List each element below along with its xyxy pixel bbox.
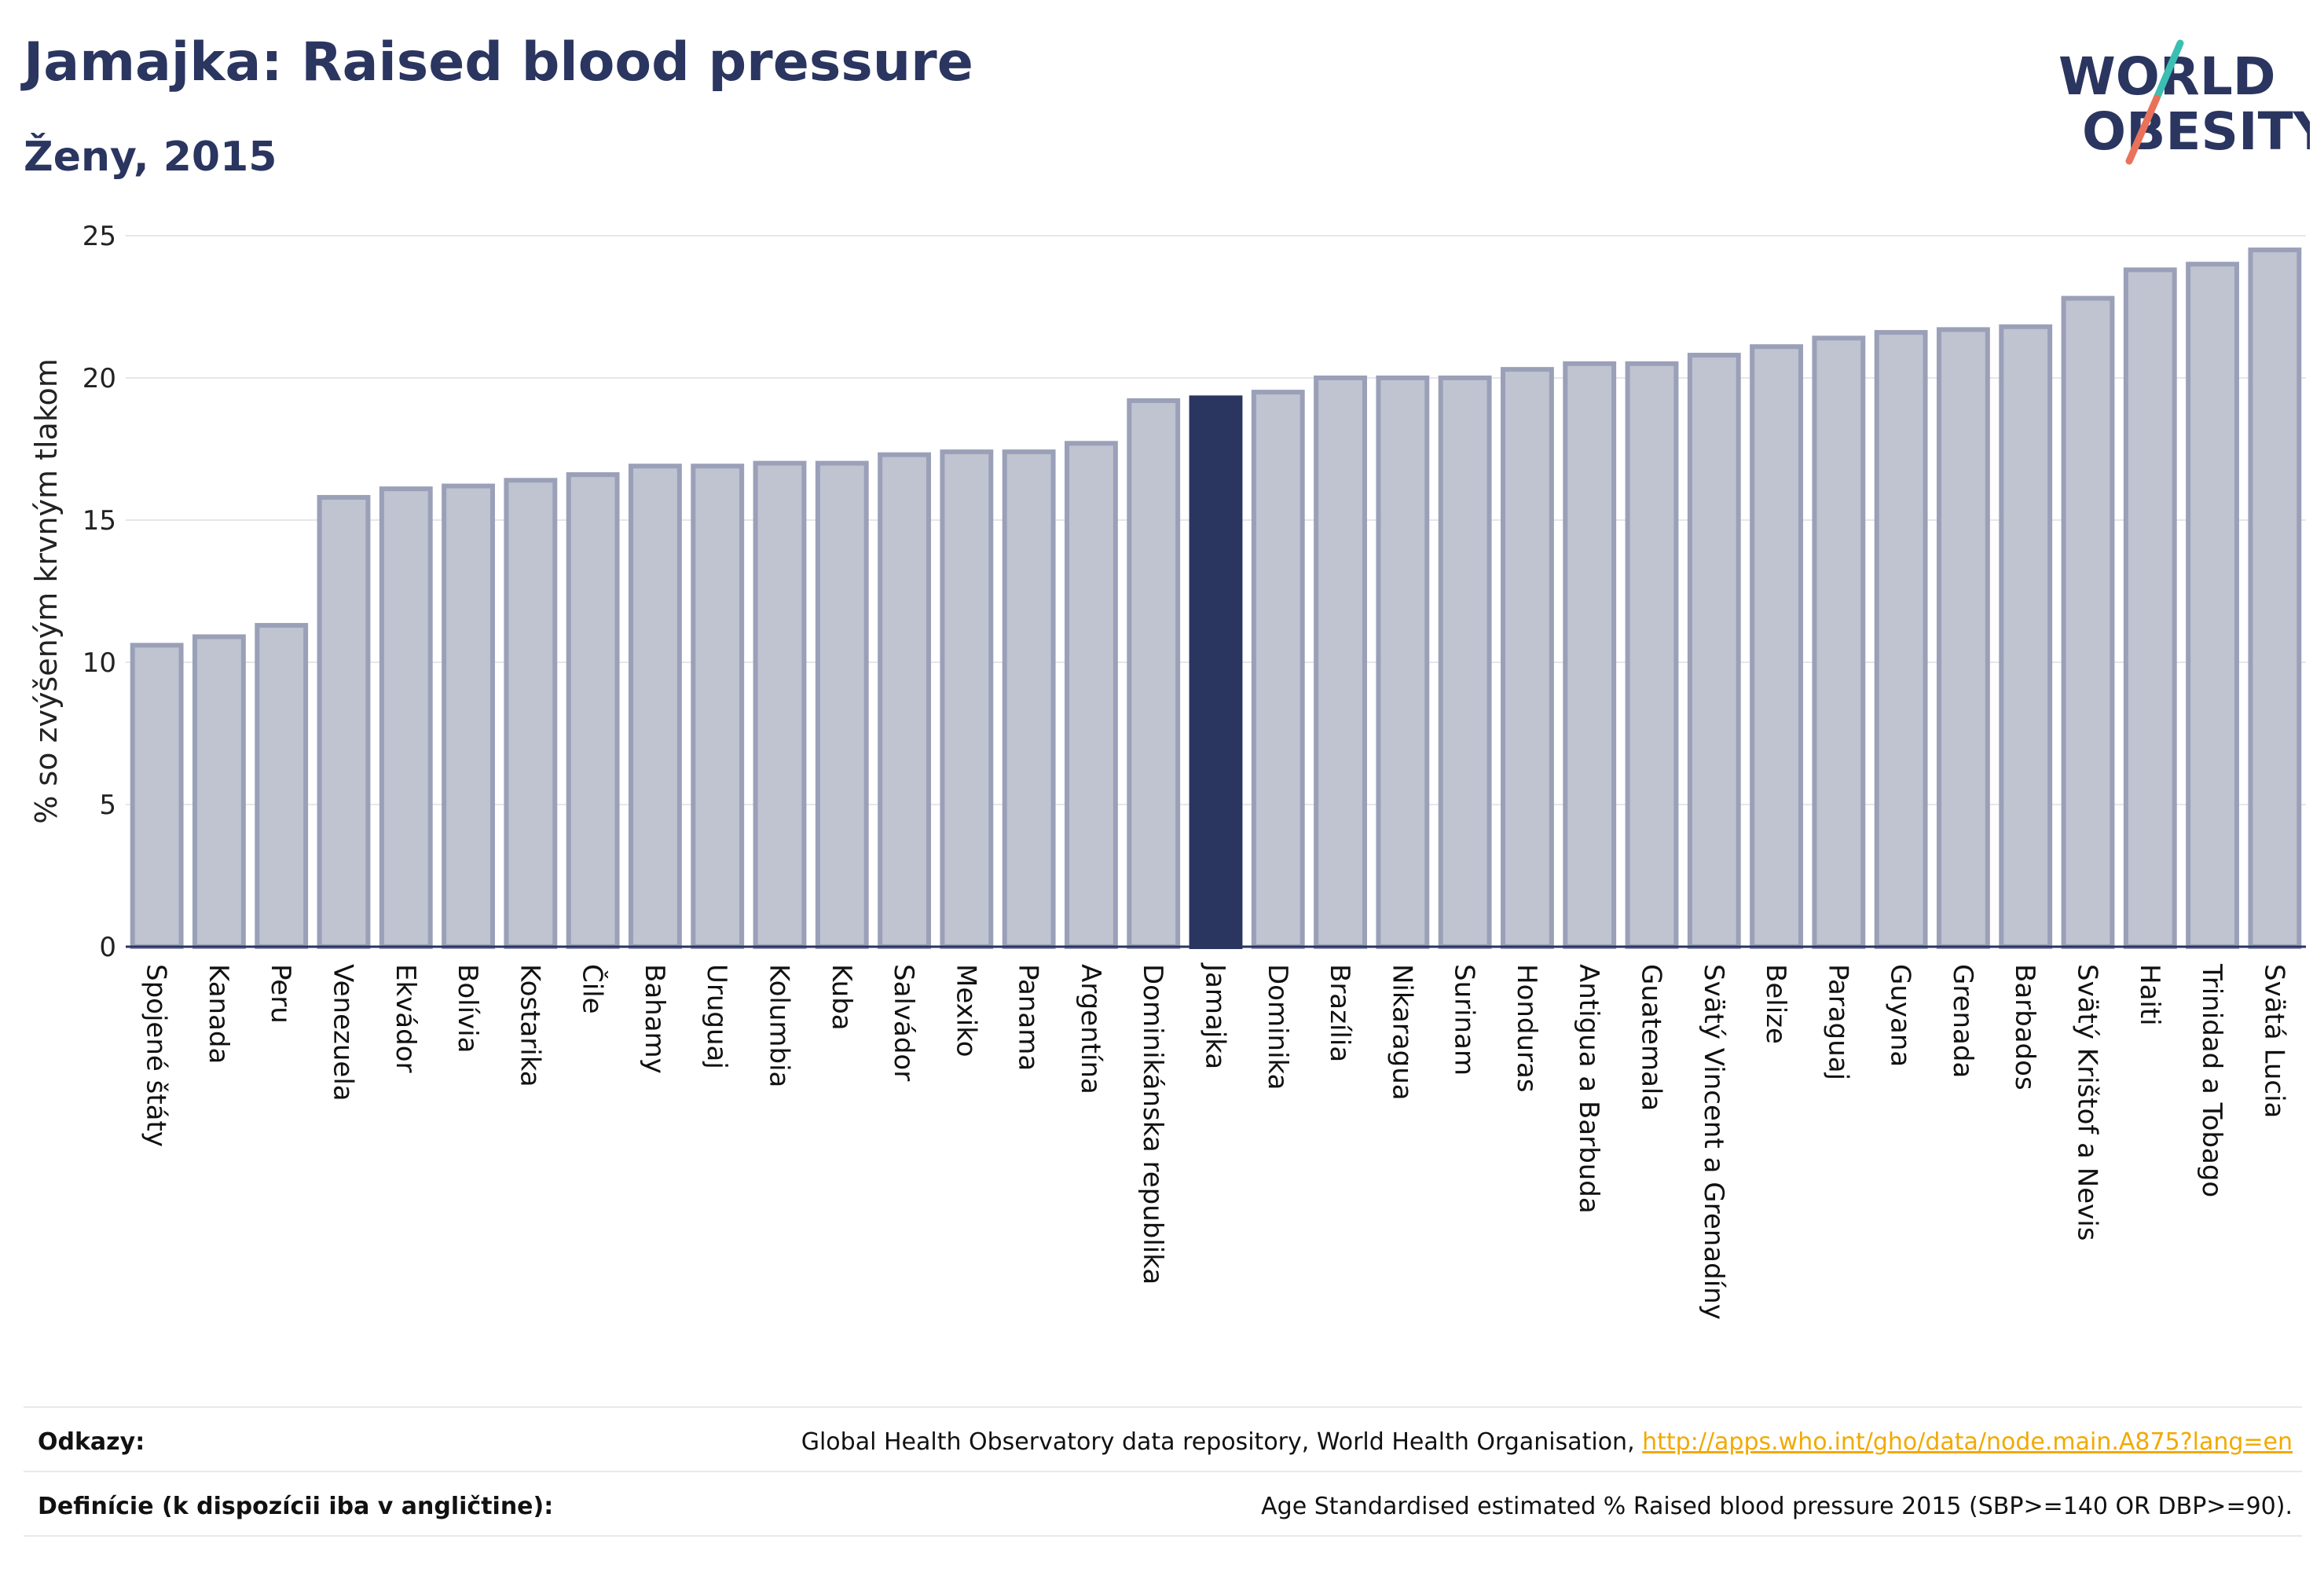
x-tick-label: Čile <box>577 964 609 1014</box>
x-tick-label: Surinam <box>1449 964 1480 1076</box>
bar <box>2061 295 2115 949</box>
x-tick-label: Uruguaj <box>701 964 732 1069</box>
bar <box>2123 267 2177 949</box>
bar <box>1501 367 1554 949</box>
bar <box>379 486 433 949</box>
definition-value: Age Standardised estimated % Raised bloo… <box>1261 1493 2293 1520</box>
y-tick-label: 0 <box>99 932 116 963</box>
x-tick-label: Honduras <box>1511 964 1542 1093</box>
x-tick-label: Kuba <box>826 964 857 1031</box>
bar <box>317 495 371 949</box>
bar <box>1999 324 2053 949</box>
sources-text: Global Health Observatory data repositor… <box>801 1428 1643 1456</box>
x-tick-label: Jamajka <box>1200 962 1231 1069</box>
sources-label: Odkazy: <box>38 1428 145 1456</box>
x-tick-label: Svätá Lucia <box>2258 964 2289 1118</box>
bar <box>255 622 309 949</box>
bar <box>1625 361 1679 949</box>
bar <box>753 460 807 949</box>
x-tick-label: Haiti <box>2134 964 2165 1026</box>
bar <box>192 634 246 949</box>
y-tick-label: 5 <box>99 790 116 821</box>
x-tick-label: Svätý Vincent a Grenadíny <box>1698 964 1729 1320</box>
bar <box>566 472 620 949</box>
x-tick-label: Peru <box>265 964 296 1024</box>
x-tick-label: Kostarika <box>514 964 545 1087</box>
x-tick-label: Barbados <box>2009 964 2040 1090</box>
world-obesity-logo: WORLD OBESITY <box>2058 39 2310 165</box>
bar <box>691 464 745 949</box>
x-tick-label: Kanada <box>203 964 234 1064</box>
bar <box>1687 353 1741 950</box>
y-tick-label: 10 <box>82 647 116 679</box>
logo-slash-coral <box>2125 94 2161 165</box>
bar <box>1065 441 1118 949</box>
bar-chart: 0 5 10 15 20 25 % so zvýšeným krvným tlakom Spo… <box>29 221 2306 1320</box>
x-tick-label: Brazília <box>1324 964 1355 1062</box>
bar <box>1812 335 1866 949</box>
x-tick-label: Antigua a Barbuda <box>1573 964 1604 1214</box>
page-subtitle: Ženy, 2015 <box>24 134 277 181</box>
bar <box>940 449 994 949</box>
logo-text-obesity: OBESITY <box>2082 101 2310 162</box>
x-tick-label: Ekvádor <box>390 964 421 1073</box>
bar <box>1750 344 1803 949</box>
bar <box>504 478 558 949</box>
x-tick-label: Bahamy <box>639 964 670 1074</box>
footer-divider-middle <box>24 1471 2302 1472</box>
x-tick-label: Guatemala <box>1636 964 1667 1111</box>
bar <box>1314 376 1367 949</box>
bar <box>1127 398 1181 949</box>
y-tick-label: 20 <box>82 363 116 394</box>
bar <box>1002 449 1056 949</box>
x-tick-label: Bolívia <box>452 964 483 1053</box>
definition-label: Definície (k dispozícii iba v angličtine… <box>38 1493 554 1520</box>
x-tick-label: Spojené štáty <box>141 964 172 1147</box>
x-tick-label: Paraguaj <box>1822 964 1853 1080</box>
x-tick-label: Belize <box>1760 964 1791 1044</box>
footer-divider-top <box>24 1406 2302 1408</box>
x-tick-label: Argentína <box>1075 964 1106 1094</box>
sources-value: Global Health Observatory data repositor… <box>801 1428 2293 1456</box>
bar <box>629 464 682 949</box>
bar <box>1251 390 1305 950</box>
bar <box>1438 376 1492 949</box>
bar <box>2248 247 2302 950</box>
x-tick-label: Kolumbia <box>764 964 795 1087</box>
bar <box>878 452 931 949</box>
x-tick-label: Venezuela <box>328 964 359 1101</box>
x-tick-label: Grenada <box>1947 964 1978 1078</box>
logo-slash-teal <box>2153 39 2184 102</box>
x-tick-label: Nikaragua <box>1386 964 1417 1101</box>
bar <box>130 643 184 950</box>
x-tick-label: Panama <box>1013 964 1044 1071</box>
bar <box>1563 361 1617 949</box>
page-title: Jamajka: Raised blood pressure <box>24 31 973 93</box>
bar <box>1874 330 1928 949</box>
y-tick-label: 15 <box>82 505 116 537</box>
footer-divider-bottom <box>24 1535 2302 1537</box>
bar <box>1937 327 1990 949</box>
x-tick-label: Dominikánska republika <box>1137 964 1168 1285</box>
bar <box>1376 376 1430 949</box>
x-tick-label: Trinidad a Tobago <box>2196 963 2227 1197</box>
x-tick-label: Guyana <box>1885 964 1916 1067</box>
bar <box>1189 395 1243 949</box>
sources-link[interactable]: http://apps.who.int/gho/data/node.main.A… <box>1642 1428 2293 1456</box>
bar <box>2186 262 2239 949</box>
x-tick-label: Dominika <box>1262 964 1293 1090</box>
y-axis-label: % so zvýšeným krvným tlakom <box>29 358 64 824</box>
bar <box>442 483 495 949</box>
x-tick-label: Salvádor <box>888 964 919 1081</box>
x-tick-label: Svätý Krištof a Nevis <box>2072 964 2103 1241</box>
bar <box>815 460 869 949</box>
y-tick-label: 25 <box>82 221 116 252</box>
x-tick-label: Mexiko <box>950 964 981 1057</box>
